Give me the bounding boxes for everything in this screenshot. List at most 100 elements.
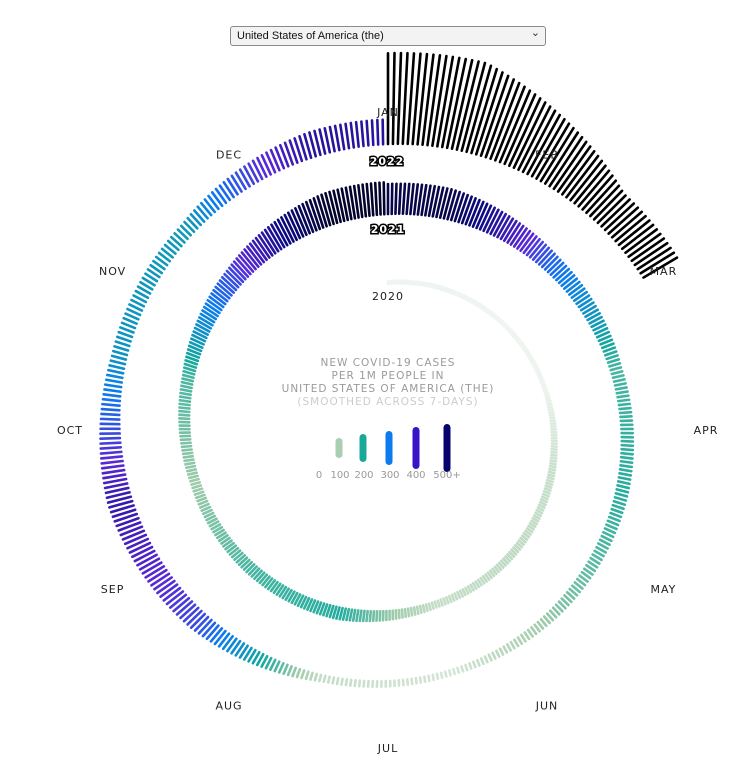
day-bar (591, 553, 603, 562)
day-bar (534, 246, 551, 264)
day-bar (620, 439, 635, 443)
day-bar (618, 472, 633, 477)
day-bar (442, 597, 447, 606)
day-bar (181, 373, 195, 380)
day-bar (406, 607, 411, 618)
day-bar (542, 490, 551, 495)
day-bar (409, 606, 414, 617)
day-bar (526, 628, 534, 638)
day-bar (499, 217, 515, 241)
day-bar (102, 393, 122, 398)
day-bar (237, 254, 255, 273)
day-bar (315, 601, 323, 615)
day-bar (535, 508, 544, 515)
day-bar (538, 378, 545, 382)
day-bar (414, 280, 418, 286)
day-bar (182, 366, 197, 373)
center-title-line4: (SMOOTHED ACROSS 7-DAYS) (297, 396, 478, 408)
day-bar (619, 459, 634, 465)
day-bar (349, 121, 356, 149)
day-bar (624, 228, 659, 255)
day-bar (609, 366, 623, 372)
day-bar (147, 568, 168, 583)
day-bar (490, 312, 496, 318)
day-bar (266, 226, 283, 251)
day-bar (489, 210, 504, 236)
day-bar (535, 122, 571, 180)
day-bar (277, 661, 285, 674)
day-bar (515, 337, 521, 342)
day-bar (304, 670, 310, 681)
day-bar (534, 368, 540, 372)
day-bar (178, 402, 191, 407)
day-bar (247, 648, 257, 663)
day-bar (126, 537, 150, 550)
day-bar (344, 186, 353, 221)
legend-tick-label: 400 (406, 470, 425, 481)
day-bar (436, 55, 455, 148)
day-bar (447, 594, 453, 604)
day-bar (414, 676, 418, 685)
day-bar (213, 629, 227, 646)
day-bar (368, 609, 373, 623)
legend-tick-label: 100 (330, 470, 349, 481)
center-title-line1: NEW COVID-19 CASES (321, 357, 456, 369)
day-bar (474, 580, 481, 589)
day-bar (537, 503, 546, 509)
day-bar (586, 312, 601, 322)
day-bar (193, 490, 205, 496)
day-bar (479, 74, 510, 158)
day-bar (228, 546, 240, 556)
day-bar (608, 362, 622, 368)
day-bar (536, 620, 545, 630)
day-bar (614, 492, 629, 498)
day-bar (589, 556, 601, 565)
day-bar (146, 268, 161, 279)
day-bar (312, 600, 320, 614)
day-bar (270, 223, 286, 249)
day-bar (197, 499, 209, 506)
day-bar (412, 280, 416, 286)
day-bar (344, 122, 351, 150)
day-bar (581, 174, 614, 211)
day-bar (272, 582, 282, 595)
day-bar (479, 657, 485, 666)
day-bar (103, 388, 122, 394)
day-bar (390, 182, 394, 216)
day-bar (446, 189, 457, 221)
day-bar (365, 182, 371, 218)
day-bar (107, 368, 125, 375)
day-bar (537, 375, 544, 380)
day-bar (180, 384, 193, 390)
day-bar (193, 326, 210, 337)
day-bar (208, 520, 220, 528)
day-bar (104, 383, 123, 389)
country-select[interactable]: United States of America (the) (230, 26, 546, 46)
day-bar (210, 191, 224, 208)
day-bar (179, 388, 193, 393)
day-bar (475, 301, 480, 307)
day-bar (488, 310, 494, 316)
day-bar (186, 216, 199, 230)
day-bar (431, 185, 441, 218)
day-bar (543, 391, 550, 395)
day-bar (373, 181, 379, 217)
day-bar (175, 600, 194, 616)
day-bar (99, 450, 123, 455)
day-bar (163, 243, 177, 255)
day-bar (192, 330, 208, 340)
day-bar (502, 323, 508, 328)
day-bar (486, 309, 492, 315)
day-bar (152, 259, 166, 271)
day-bar (150, 572, 171, 587)
day-bar (345, 607, 351, 622)
day-bar (119, 525, 144, 537)
month-label-feb: FEB (535, 149, 559, 162)
day-bar (283, 141, 295, 166)
day-bar (378, 181, 382, 216)
day-bar (497, 561, 505, 569)
day-bar (293, 593, 302, 606)
day-bar (173, 232, 186, 244)
day-bar (331, 605, 338, 620)
day-bar (545, 478, 554, 484)
